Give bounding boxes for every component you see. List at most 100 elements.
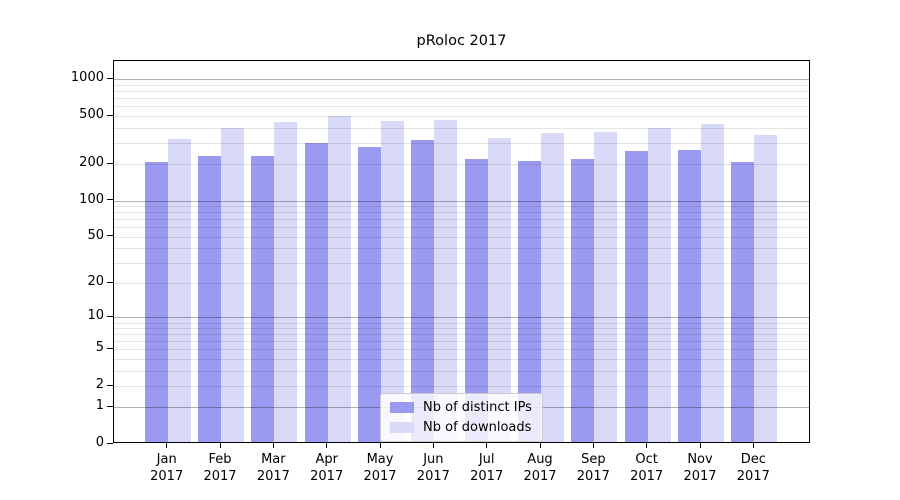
bar-downloads-aug — [541, 132, 564, 442]
x-tick-mark — [486, 443, 488, 448]
y-tick-mark — [107, 315, 113, 318]
major-gridline — [114, 79, 809, 81]
x-tick-month: Dec — [740, 452, 766, 467]
bar-distinct-ips-dec — [731, 161, 755, 442]
y-tick-label: 50 — [87, 227, 104, 243]
x-tick-label: Aug 2017 — [513, 451, 567, 485]
minor-gridline — [114, 142, 809, 144]
bar-distinct-ips-mar — [251, 155, 275, 442]
x-tick-month: Feb — [208, 452, 232, 467]
minor-gridline — [114, 283, 809, 285]
minor-gridline — [114, 328, 809, 330]
x-tick-mark — [592, 443, 595, 448]
major-gridline — [114, 200, 809, 202]
minor-gridline — [114, 334, 809, 336]
minor-gridline — [114, 98, 809, 100]
minor-gridline — [114, 341, 809, 343]
x-tick-label: Mar 2017 — [246, 451, 300, 485]
x-tick-month: May — [366, 452, 394, 467]
x-tick-mark — [539, 443, 541, 448]
bar-distinct-ips-jun — [411, 139, 435, 442]
x-tick-year: 2017 — [736, 469, 770, 484]
x-tick-year: 2017 — [523, 469, 557, 484]
legend-entry-distinct-ips: Nb of distinct IPs — [390, 400, 532, 415]
bar-distinct-ips-jan — [144, 161, 168, 442]
bar-distinct-ips-oct — [624, 150, 648, 442]
minor-gridline — [114, 359, 809, 361]
x-tick-month: Oct — [635, 452, 658, 467]
y-tick-label: 20 — [87, 274, 104, 290]
bar-distinct-ips-nov — [678, 150, 701, 442]
x-tick-year: 2017 — [203, 469, 237, 484]
x-tick-year: 2017 — [630, 469, 664, 484]
y-tick-mark — [107, 235, 113, 237]
legend-entry-downloads: Nb of downloads — [390, 420, 532, 435]
x-tick-year: 2017 — [256, 469, 290, 484]
bar-downloads-mar — [274, 121, 298, 442]
legend-label: Nb of downloads — [423, 420, 532, 435]
minor-gridline — [114, 127, 809, 129]
minor-gridline — [114, 322, 809, 324]
bar-downloads-jan — [167, 138, 191, 442]
x-tick-mark — [752, 443, 755, 448]
x-tick-year: 2017 — [310, 469, 344, 484]
y-tick-mark — [107, 405, 113, 408]
x-tick-label: Oct 2017 — [620, 451, 674, 485]
y-tick-label: 2 — [95, 377, 104, 393]
x-tick-label: Feb 2017 — [193, 451, 247, 485]
x-tick-mark — [699, 443, 701, 448]
x-tick-label: Nov 2017 — [673, 451, 727, 485]
minor-gridline — [114, 85, 809, 87]
bar-distinct-ips-sep — [571, 159, 595, 442]
minor-gridline — [114, 116, 809, 117]
x-tick-year: 2017 — [416, 469, 450, 484]
minor-gridline — [114, 370, 809, 372]
x-tick-month: Aug — [527, 452, 553, 467]
minor-gridline — [114, 206, 809, 207]
x-tick-mark — [432, 443, 435, 448]
x-tick-label: May 2017 — [353, 451, 407, 485]
bar-downloads-nov — [701, 123, 724, 442]
y-tick-mark — [107, 114, 113, 116]
minor-gridline — [114, 164, 809, 166]
minor-gridline — [114, 248, 809, 250]
minor-gridline — [114, 219, 809, 221]
major-gridline — [114, 317, 809, 319]
bar-downloads-may — [381, 120, 405, 442]
legend-swatch-downloads — [390, 422, 414, 433]
y-tick-label: 5 — [95, 340, 104, 356]
x-tick-month: Jun — [423, 452, 444, 467]
x-tick-year: 2017 — [576, 469, 610, 484]
y-tick-mark — [107, 199, 113, 201]
x-tick-label: Apr 2017 — [300, 451, 354, 485]
x-tick-mark — [646, 443, 648, 448]
x-tick-label: Jan 2017 — [140, 451, 194, 485]
y-tick-label: 100 — [79, 191, 104, 207]
minor-gridline — [114, 386, 809, 388]
y-tick-label: 500 — [79, 107, 104, 122]
bar-downloads-dec — [754, 134, 778, 442]
gridlines-layer — [114, 61, 809, 442]
x-tick-mark — [219, 443, 221, 448]
x-tick-month: Apr — [315, 452, 338, 467]
y-tick-label: 1000 — [70, 70, 104, 86]
x-tick-year: 2017 — [470, 469, 504, 484]
minor-gridline — [114, 236, 809, 238]
chart-title: pRoloc 2017 — [416, 33, 507, 49]
y-tick-mark — [107, 384, 113, 386]
bar-distinct-ips-may — [358, 147, 382, 442]
y-tick-mark — [107, 77, 113, 80]
x-tick-mark — [379, 443, 381, 448]
y-tick-mark — [107, 442, 113, 444]
x-tick-label: Jun 2017 — [406, 451, 460, 485]
x-tick-mark — [272, 443, 275, 448]
legend-swatch-distinct-ips — [390, 402, 414, 413]
x-tick-month: Nov — [687, 452, 713, 467]
x-tick-month: Jan — [156, 452, 177, 467]
bar-downloads-sep — [594, 132, 618, 442]
minor-gridline — [114, 212, 809, 214]
x-tick-label: Jul 2017 — [460, 451, 514, 485]
x-tick-label: Dec 2017 — [726, 451, 780, 485]
y-tick-label: 10 — [87, 308, 104, 324]
